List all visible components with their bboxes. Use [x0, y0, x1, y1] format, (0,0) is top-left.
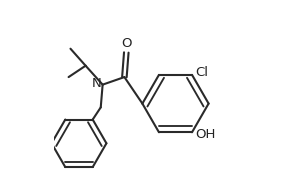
- Text: O: O: [121, 37, 131, 50]
- Text: OH: OH: [195, 128, 215, 141]
- Text: N: N: [92, 77, 102, 90]
- Text: Cl: Cl: [195, 66, 208, 79]
